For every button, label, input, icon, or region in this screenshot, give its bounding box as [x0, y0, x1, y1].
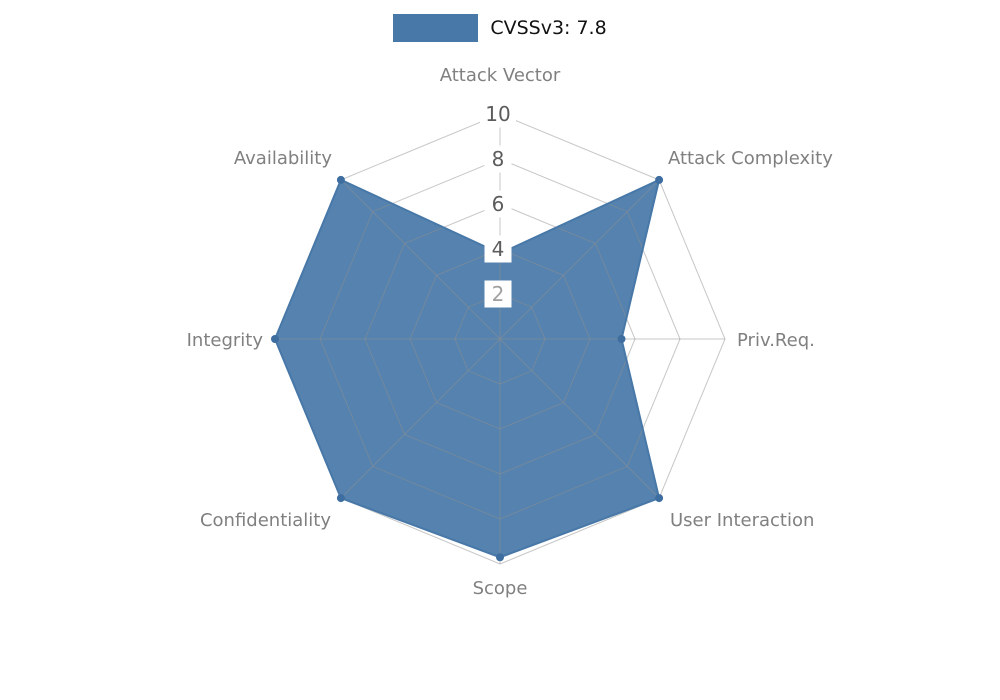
- axis-label: Integrity: [187, 330, 264, 351]
- grid-spoke: [499, 179, 660, 340]
- tick-label-box: [480, 100, 516, 128]
- tick-label-box: [484, 145, 512, 173]
- radar-series-point: [496, 553, 504, 562]
- tick-label-box: [484, 190, 512, 218]
- radar-series-point: [655, 175, 664, 184]
- radar-series-point: [336, 494, 345, 503]
- axis-label: Priv.Req.: [737, 330, 815, 351]
- grid-spoke: [499, 338, 660, 499]
- axis-label: Confidentiality: [200, 510, 331, 531]
- tick-label-box: [484, 235, 512, 263]
- axis-label: Scope: [473, 578, 528, 599]
- tick-label: 8: [492, 147, 505, 171]
- tick-label-box: [484, 280, 512, 308]
- grid-spoke: [340, 179, 501, 340]
- axis-label: User Interaction: [670, 510, 814, 531]
- grid-spoke: [340, 338, 501, 499]
- tick-label: 10: [485, 102, 510, 126]
- axis-label: Availability: [234, 148, 332, 169]
- axis-label: Attack Vector: [440, 65, 561, 86]
- tick-label: 4: [492, 237, 505, 261]
- tick-label: 2: [492, 282, 505, 306]
- radar-series-point: [655, 494, 664, 503]
- axis-label: Attack Complexity: [668, 148, 833, 169]
- radar-series-point: [271, 335, 279, 343]
- radar-series-point: [336, 175, 345, 184]
- tick-label: 6: [492, 192, 505, 216]
- radar-series-point: [617, 335, 626, 343]
